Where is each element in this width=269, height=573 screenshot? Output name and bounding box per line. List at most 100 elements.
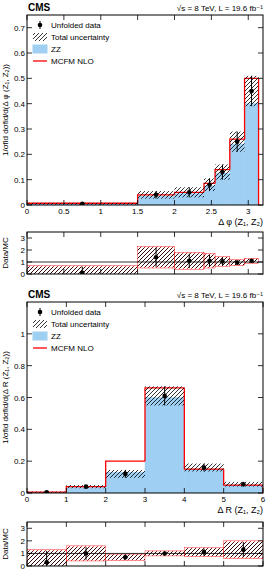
y-tick-label: 1 [21,549,26,558]
mc-uncertainty-box [224,541,263,559]
data-point [241,547,246,552]
data-point [220,259,225,264]
x-tick-label: 1 [99,207,104,216]
step [106,461,145,486]
legend-label: Unfolded data [51,308,101,317]
subtitle: √s = 8 TeV, L = 19.6 fb⁻¹ [177,4,263,13]
legend-label: MCFM NLO [51,57,94,66]
data-point [123,472,128,477]
data-point [235,260,240,265]
x-tick [66,522,67,566]
mc-uncertainty-box [230,260,245,266]
data-point [235,139,240,144]
data-point [44,560,49,565]
x-tick [184,522,185,566]
x-tick-label: 0.5 [58,207,70,216]
data-point [207,182,212,187]
data-point [84,484,89,489]
data-point [187,190,192,195]
x-tick [100,15,101,205]
x-tick-label: 0 [25,207,30,216]
x-tick-label: 2 [172,207,177,216]
uncertainty-box [106,470,145,478]
y-tick [27,274,263,275]
y-tick [27,250,263,251]
x-tick [137,232,138,274]
frame [27,302,263,493]
frame [27,232,263,274]
x-tick [63,15,64,205]
y-tick [27,262,263,263]
x-tick-label: 4 [182,495,187,504]
y-tick [27,461,263,462]
uncertainty-box [106,555,145,560]
y-tick-label: 0.8 [14,362,26,371]
uncertainty-box [245,76,259,106]
x-tick [145,302,146,493]
x-tick [27,522,28,566]
y-tick-label: 0.4 [14,425,26,434]
data-point [187,259,192,264]
data-point [202,465,207,470]
y-tick-label: 0.6 [14,49,26,58]
uncertainty-box [145,386,184,405]
x-tick [145,522,146,566]
reference-line [27,262,263,263]
uncertainty-box [184,548,223,556]
uncertainty-box [27,267,138,274]
mc-uncertainty-box [184,548,223,557]
x-tick [248,15,249,205]
uncertainty-box [184,464,223,472]
uncertainty-box [204,255,215,267]
y-tick-label: 0.1 [14,176,26,185]
y-tick-label: 0 [21,562,26,571]
x-tick [174,232,175,274]
legend: Unfolded dataTotal uncertaintyZZMCFM NLO [33,21,109,66]
x-tick [263,302,264,493]
x-tick [223,302,224,493]
mc-uncertainty-box [204,254,215,268]
x-tick-label: 2 [103,495,108,504]
uncertainty-box [215,164,230,179]
x-tick-label: 1.5 [132,207,144,216]
uncertainty-box [175,254,205,268]
uncertainty-box [230,260,245,265]
x-tick [211,232,212,274]
bar [245,104,259,205]
x-tick-label: 1 [64,495,69,504]
frame [27,522,263,566]
mc-uncertainty-box [215,257,230,267]
data-point [154,193,159,198]
x-tick [223,522,224,566]
x-tick [100,232,101,274]
x-axis-label: Δ φ (Z₁, Z₂) [218,217,263,227]
step [224,469,263,493]
x-axis-label: Δ R (Z₁, Z₂) [217,505,263,515]
histogram-panel: 0123Data/MC [1,232,263,280]
legend-symbol [38,310,43,315]
mc-uncertainty-box [106,554,145,560]
uncertainty-box [215,257,230,265]
histogram-panel: 0123Data/MC [1,522,263,573]
y-tick [27,238,263,239]
legend-symbol [38,23,43,28]
data-point [162,394,167,399]
legend-label: Total uncertainty [51,33,109,42]
mc-uncertainty-box [27,266,138,274]
x-tick-label: 0 [25,495,30,504]
y-tick-label: 1 [21,258,26,267]
y-tick-label: 3 [21,234,26,243]
legend-label: ZZ [51,332,61,341]
y-axis-label: Data/MC [1,528,10,560]
y-tick [27,333,263,334]
uncertainty-box [230,132,245,152]
x-tick [27,15,28,205]
mc-uncertainty-box [138,246,175,268]
data-point [123,555,128,560]
y-axis-label: 1/σfid dσfid/d(Δ φ (Z₁, Z₂)) [1,64,10,156]
data-point [249,259,254,264]
y-tick [27,540,263,541]
bar [145,398,184,494]
data-point [154,255,159,260]
y-tick [27,429,263,430]
